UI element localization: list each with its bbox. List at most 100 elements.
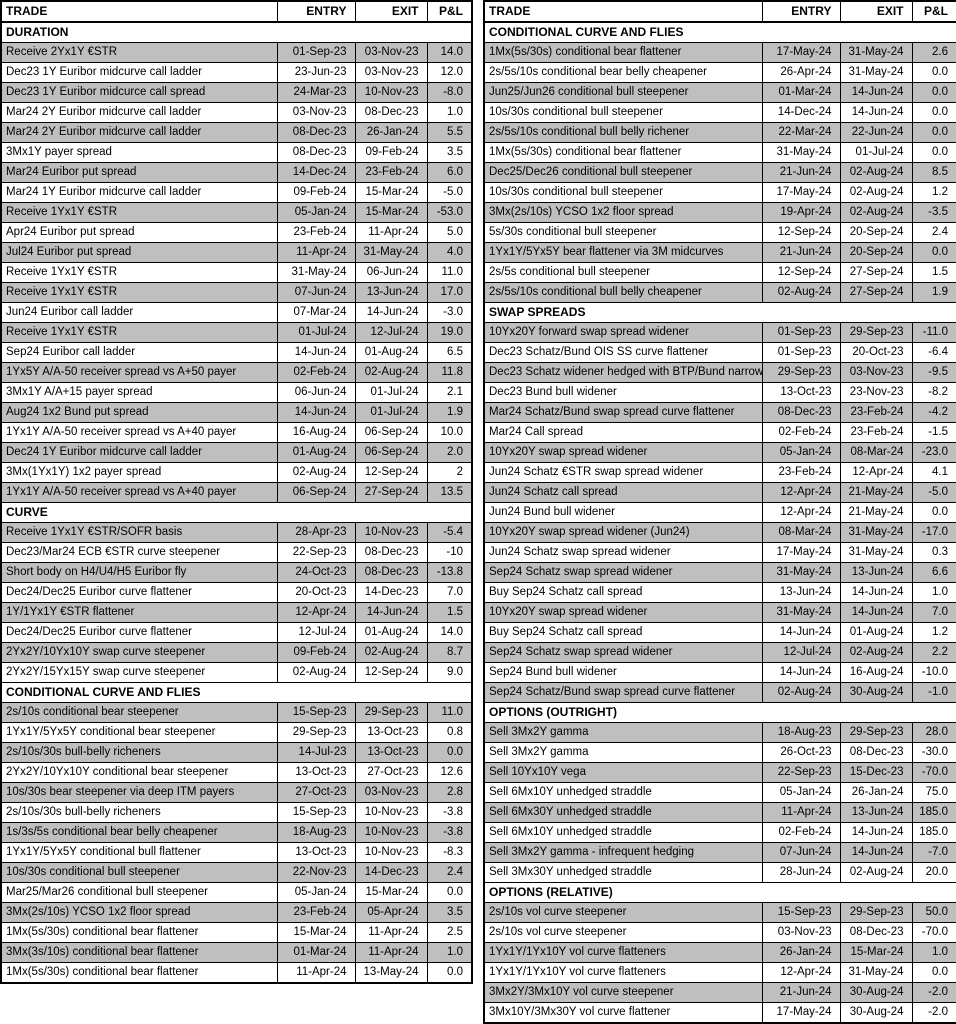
table-row[interactable]: 3Mx(2s/10s) YCSO 1x2 floor spread 23-Feb-… <box>0 902 473 923</box>
table-row[interactable]: Jun24 Schatz €STR swap spread widener 23-… <box>483 462 956 483</box>
table-row[interactable]: Jun24 Schatz call spread 12-Apr-24 21-May-… <box>483 482 956 503</box>
table-row[interactable]: Jun24 Schatz swap spread widener 17-May-2… <box>483 542 956 563</box>
table-row[interactable]: 10s/30s conditional bull steepener 22-Nov… <box>0 862 473 883</box>
table-row[interactable]: 1Mx(5s/30s) conditional bear flattener 11… <box>0 962 473 984</box>
cell-pnl: 0.0 <box>426 882 473 903</box>
table-row[interactable]: 10Yx20Y swap spread widener 05-Jan-24 08-M… <box>483 442 956 463</box>
table-row[interactable]: 10Yx20Y swap spread widener 31-May-24 14-J… <box>483 602 956 623</box>
table-row[interactable]: 1Yx1Y/5Yx5Y conditional bull flattener 13… <box>0 842 473 863</box>
table-row[interactable]: Dec23 Schatz/Bund OIS SS curve flattener… <box>483 342 956 363</box>
cell-entry: 23-Jun-23 <box>276 62 356 83</box>
table-row[interactable]: Receive 1Yx1Y €STR 01-Jul-24 12-Jul-24 19.0 <box>0 322 473 343</box>
table-row[interactable]: Dec23 1Y Euribor midcurve call ladder 23-… <box>0 62 473 83</box>
table-row[interactable]: Sell 6Mx10Y unhedged straddle 05-Jan-24 26… <box>483 782 956 803</box>
table-row[interactable]: Mar24 2Y Euribor midcurve call ladder 03-… <box>0 102 473 123</box>
table-row[interactable]: Jun25/Jun26 conditional bull steepener 01… <box>483 82 956 103</box>
table-row[interactable]: Sep24 Schatz/Bund swap spread curve flat… <box>483 682 956 703</box>
table-row[interactable]: Sell 10Yx10Y vega 22-Sep-23 15-Dec-23 -70.0 <box>483 762 956 783</box>
table-row[interactable]: 2s/10s/30s bull-belly richeners 15-Sep-23… <box>0 802 473 823</box>
table-row[interactable]: Mar24 1Y Euribor midcurve call ladder 09-… <box>0 182 473 203</box>
table-row[interactable]: 1Yx1Y/1Yx10Y vol curve flatteners 12-Apr-… <box>483 962 956 983</box>
table-row[interactable]: 3Mx(3s/10s) conditional bear flattener 01… <box>0 942 473 963</box>
table-row[interactable]: 10s/30s bear steepener via deep ITM paye… <box>0 782 473 803</box>
table-row[interactable]: Jun24 Bund bull widener 12-Apr-24 21-May-2… <box>483 502 956 523</box>
table-row[interactable]: 1Yx1Y/5Yx5Y bear flattener via 3M midcur… <box>483 242 956 263</box>
table-row[interactable]: Jul24 Euribor put spread 11-Apr-24 31-May-… <box>0 242 473 263</box>
table-row[interactable]: 2s/5s conditional bull steepener 12-Sep-2… <box>483 262 956 283</box>
table-row[interactable]: Short body on H4/U4/H5 Euribor fly 24-Oct… <box>0 562 473 583</box>
table-row[interactable]: Sep24 Bund bull widener 14-Jun-24 16-Aug-2… <box>483 662 956 683</box>
table-row[interactable]: Sell 3Mx30Y unhedged straddle 28-Jun-24 02… <box>483 862 956 883</box>
table-row[interactable]: 1Mx(5s/30s) conditional bear flattener 15… <box>0 922 473 943</box>
cell-entry: 02-Aug-24 <box>276 462 356 483</box>
table-row[interactable]: Dec23 1Y Euribor midcurce call spread 24-… <box>0 82 473 103</box>
table-row[interactable]: Dec23 Bund bull widener 13-Oct-23 23-Nov-2… <box>483 382 956 403</box>
table-row[interactable]: Buy Sep24 Schatz call spread 14-Jun-24 01-… <box>483 622 956 643</box>
table-row[interactable]: 1Mx(5s/30s) conditional bear flattener 17… <box>483 42 956 63</box>
table-row[interactable]: 3Mx1Y A/A+15 payer spread 06-Jun-24 01-Jul… <box>0 382 473 403</box>
table-row[interactable]: Sep24 Euribor call ladder 14-Jun-24 01-Aug… <box>0 342 473 363</box>
table-row[interactable]: Sell 6Mx30Y unhedged straddle 11-Apr-24 13… <box>483 802 956 823</box>
table-row[interactable]: 3Mx1Y payer spread 08-Dec-23 09-Feb-24 3.5 <box>0 142 473 163</box>
table-row[interactable]: 2s/10s/30s bull-belly richeners 14-Jul-23… <box>0 742 473 763</box>
table-row[interactable]: 2Yx2Y/10Yx10Y swap curve steepener 09-Feb… <box>0 642 473 663</box>
cell-trade: Sell 3Mx2Y gamma <box>483 722 763 743</box>
table-row[interactable]: Dec23/Mar24 ECB €STR curve steepener 22-S… <box>0 542 473 563</box>
table-row[interactable]: 10s/30s conditional bull steepener 14-Dec… <box>483 102 956 123</box>
cell-exit: 03-Nov-23 <box>354 782 428 803</box>
table-row[interactable]: 2Yx2Y/10Yx10Y conditional bear steepener… <box>0 762 473 783</box>
table-row[interactable]: 1Yx1Y/1Yx10Y vol curve flatteners 26-Jan-… <box>483 942 956 963</box>
table-row[interactable]: Receive 2Yx1Y €STR 01-Sep-23 03-Nov-23 14.0 <box>0 42 473 63</box>
table-row[interactable]: 10s/30s conditional bull steepener 17-May… <box>483 182 956 203</box>
table-row[interactable]: 3Mx2Y/3Mx10Y vol curve steepener 21-Jun-2… <box>483 982 956 1003</box>
table-row[interactable]: Receive 1Yx1Y €STR 31-May-24 06-Jun-24 11.0 <box>0 262 473 283</box>
table-row[interactable]: Aug24 1x2 Bund put spread 14-Jun-24 01-Jul… <box>0 402 473 423</box>
table-row[interactable]: Dec25/Dec26 conditional bull steepener 21… <box>483 162 956 183</box>
table-row[interactable]: 3Mx(2s/10s) YCSO 1x2 floor spread 19-Apr-… <box>483 202 956 223</box>
table-row[interactable]: Dec24 1Y Euribor midcurve call ladder 01-… <box>0 442 473 463</box>
table-row[interactable]: Buy Sep24 Schatz call spread 13-Jun-24 14-… <box>483 582 956 603</box>
cell-entry: 23-Feb-24 <box>276 222 356 243</box>
table-row[interactable]: 10Yx20Y swap spread widener (Jun24) 08-Ma… <box>483 522 956 543</box>
table-row[interactable]: 2s/10s conditional bear steepener 15-Sep-… <box>0 702 473 723</box>
table-row[interactable]: 5s/30s conditional bull steepener 12-Sep-… <box>483 222 956 243</box>
table-row[interactable]: Sep24 Schatz swap spread widener 12-Jul-2… <box>483 642 956 663</box>
table-row[interactable]: 10Yx20Y forward swap spread widener 01-Se… <box>483 322 956 343</box>
table-row[interactable]: Receive 1Yx1Y €STR 05-Jan-24 15-Mar-24 -53.… <box>0 202 473 223</box>
table-row[interactable]: Receive 1Yx1Y €STR/SOFR basis 28-Apr-23 10… <box>0 522 473 543</box>
table-row[interactable]: Mar25/Mar26 conditional bull steepener 05… <box>0 882 473 903</box>
table-row[interactable]: 2s/5s/10s conditional bear belly cheapen… <box>483 62 956 83</box>
table-row[interactable]: Jun24 Euribor call ladder 07-Mar-24 14-Jun… <box>0 302 473 323</box>
table-row[interactable]: Dec24/Dec25 Euribor curve flattener 12-Ju… <box>0 622 473 643</box>
cell-exit: 08-Mar-24 <box>839 442 913 463</box>
table-row[interactable]: Mar24 2Y Euribor midcurve call ladder 08-… <box>0 122 473 143</box>
table-row[interactable]: Sep24 Schatz swap spread widener 31-May-2… <box>483 562 956 583</box>
cell-entry: 12-Apr-24 <box>761 482 841 503</box>
table-row[interactable]: 2s/5s/10s conditional bull belly richene… <box>483 122 956 143</box>
table-row[interactable]: Sell 3Mx2Y gamma 26-Oct-23 08-Dec-23 -30.0 <box>483 742 956 763</box>
table-row[interactable]: 2s/5s/10s conditional bull belly cheapen… <box>483 282 956 303</box>
table-row[interactable]: Sell 6Mx10Y unhedged straddle 02-Feb-24 14… <box>483 822 956 843</box>
table-row[interactable]: Dec23 Schatz widener hedged with BTP/Bun… <box>483 362 956 383</box>
table-row[interactable]: Sell 3Mx2Y gamma - infrequent hedging 07-… <box>483 842 956 863</box>
table-row[interactable]: 2Yx2Y/15Yx15Y swap curve steepener 02-Aug… <box>0 662 473 683</box>
table-row[interactable]: 3Mx10Y/3Mx30Y vol curve flattener 17-May-… <box>483 1002 956 1024</box>
table-row[interactable]: 2s/10s vol curve steepener 15-Sep-23 29-Se… <box>483 902 956 923</box>
table-row[interactable]: 1Mx(5s/30s) conditional bear flattener 31… <box>483 142 956 163</box>
table-row[interactable]: Mar24 Call spread 02-Feb-24 23-Feb-24 -1.5 <box>483 422 956 443</box>
table-row[interactable]: 1Yx5Y A/A-50 receiver spread vs A+50 pay… <box>0 362 473 383</box>
table-row[interactable]: Sell 3Mx2Y gamma 18-Aug-23 29-Sep-23 28.0 <box>483 722 956 743</box>
table-row[interactable]: 1Y/1Yx1Y €STR flattener 12-Apr-24 14-Jun-2… <box>0 602 473 623</box>
table-row[interactable]: Dec24/Dec25 Euribor curve flattener 20-Oc… <box>0 582 473 603</box>
table-row[interactable]: Mar24 Euribor put spread 14-Dec-24 23-Feb-… <box>0 162 473 183</box>
table-row[interactable]: Apr24 Euribor put spread 23-Feb-24 11-Apr-… <box>0 222 473 243</box>
table-row[interactable]: 1Yx1Y/5Yx5Y conditional bear steepener 29… <box>0 722 473 743</box>
table-row[interactable]: 3Mx(1Yx1Y) 1x2 payer spread 02-Aug-24 12-S… <box>0 462 473 483</box>
table-row[interactable]: Mar24 Schatz/Bund swap spread curve flat… <box>483 402 956 423</box>
cell-pnl: 5.0 <box>426 222 473 243</box>
table-row[interactable]: 1Yx1Y A/A-50 receiver spread vs A+40 pay… <box>0 482 473 503</box>
table-row[interactable]: 1Yx1Y A/A-50 receiver spread vs A+40 pay… <box>0 422 473 443</box>
table-row[interactable]: 2s/10s vol curve steepener 03-Nov-23 08-De… <box>483 922 956 943</box>
table-row[interactable]: Receive 1Yx1Y €STR 07-Jun-24 13-Jun-24 17.0 <box>0 282 473 303</box>
table-row[interactable]: 1s/3s/5s conditional bear belly cheapene… <box>0 822 473 843</box>
